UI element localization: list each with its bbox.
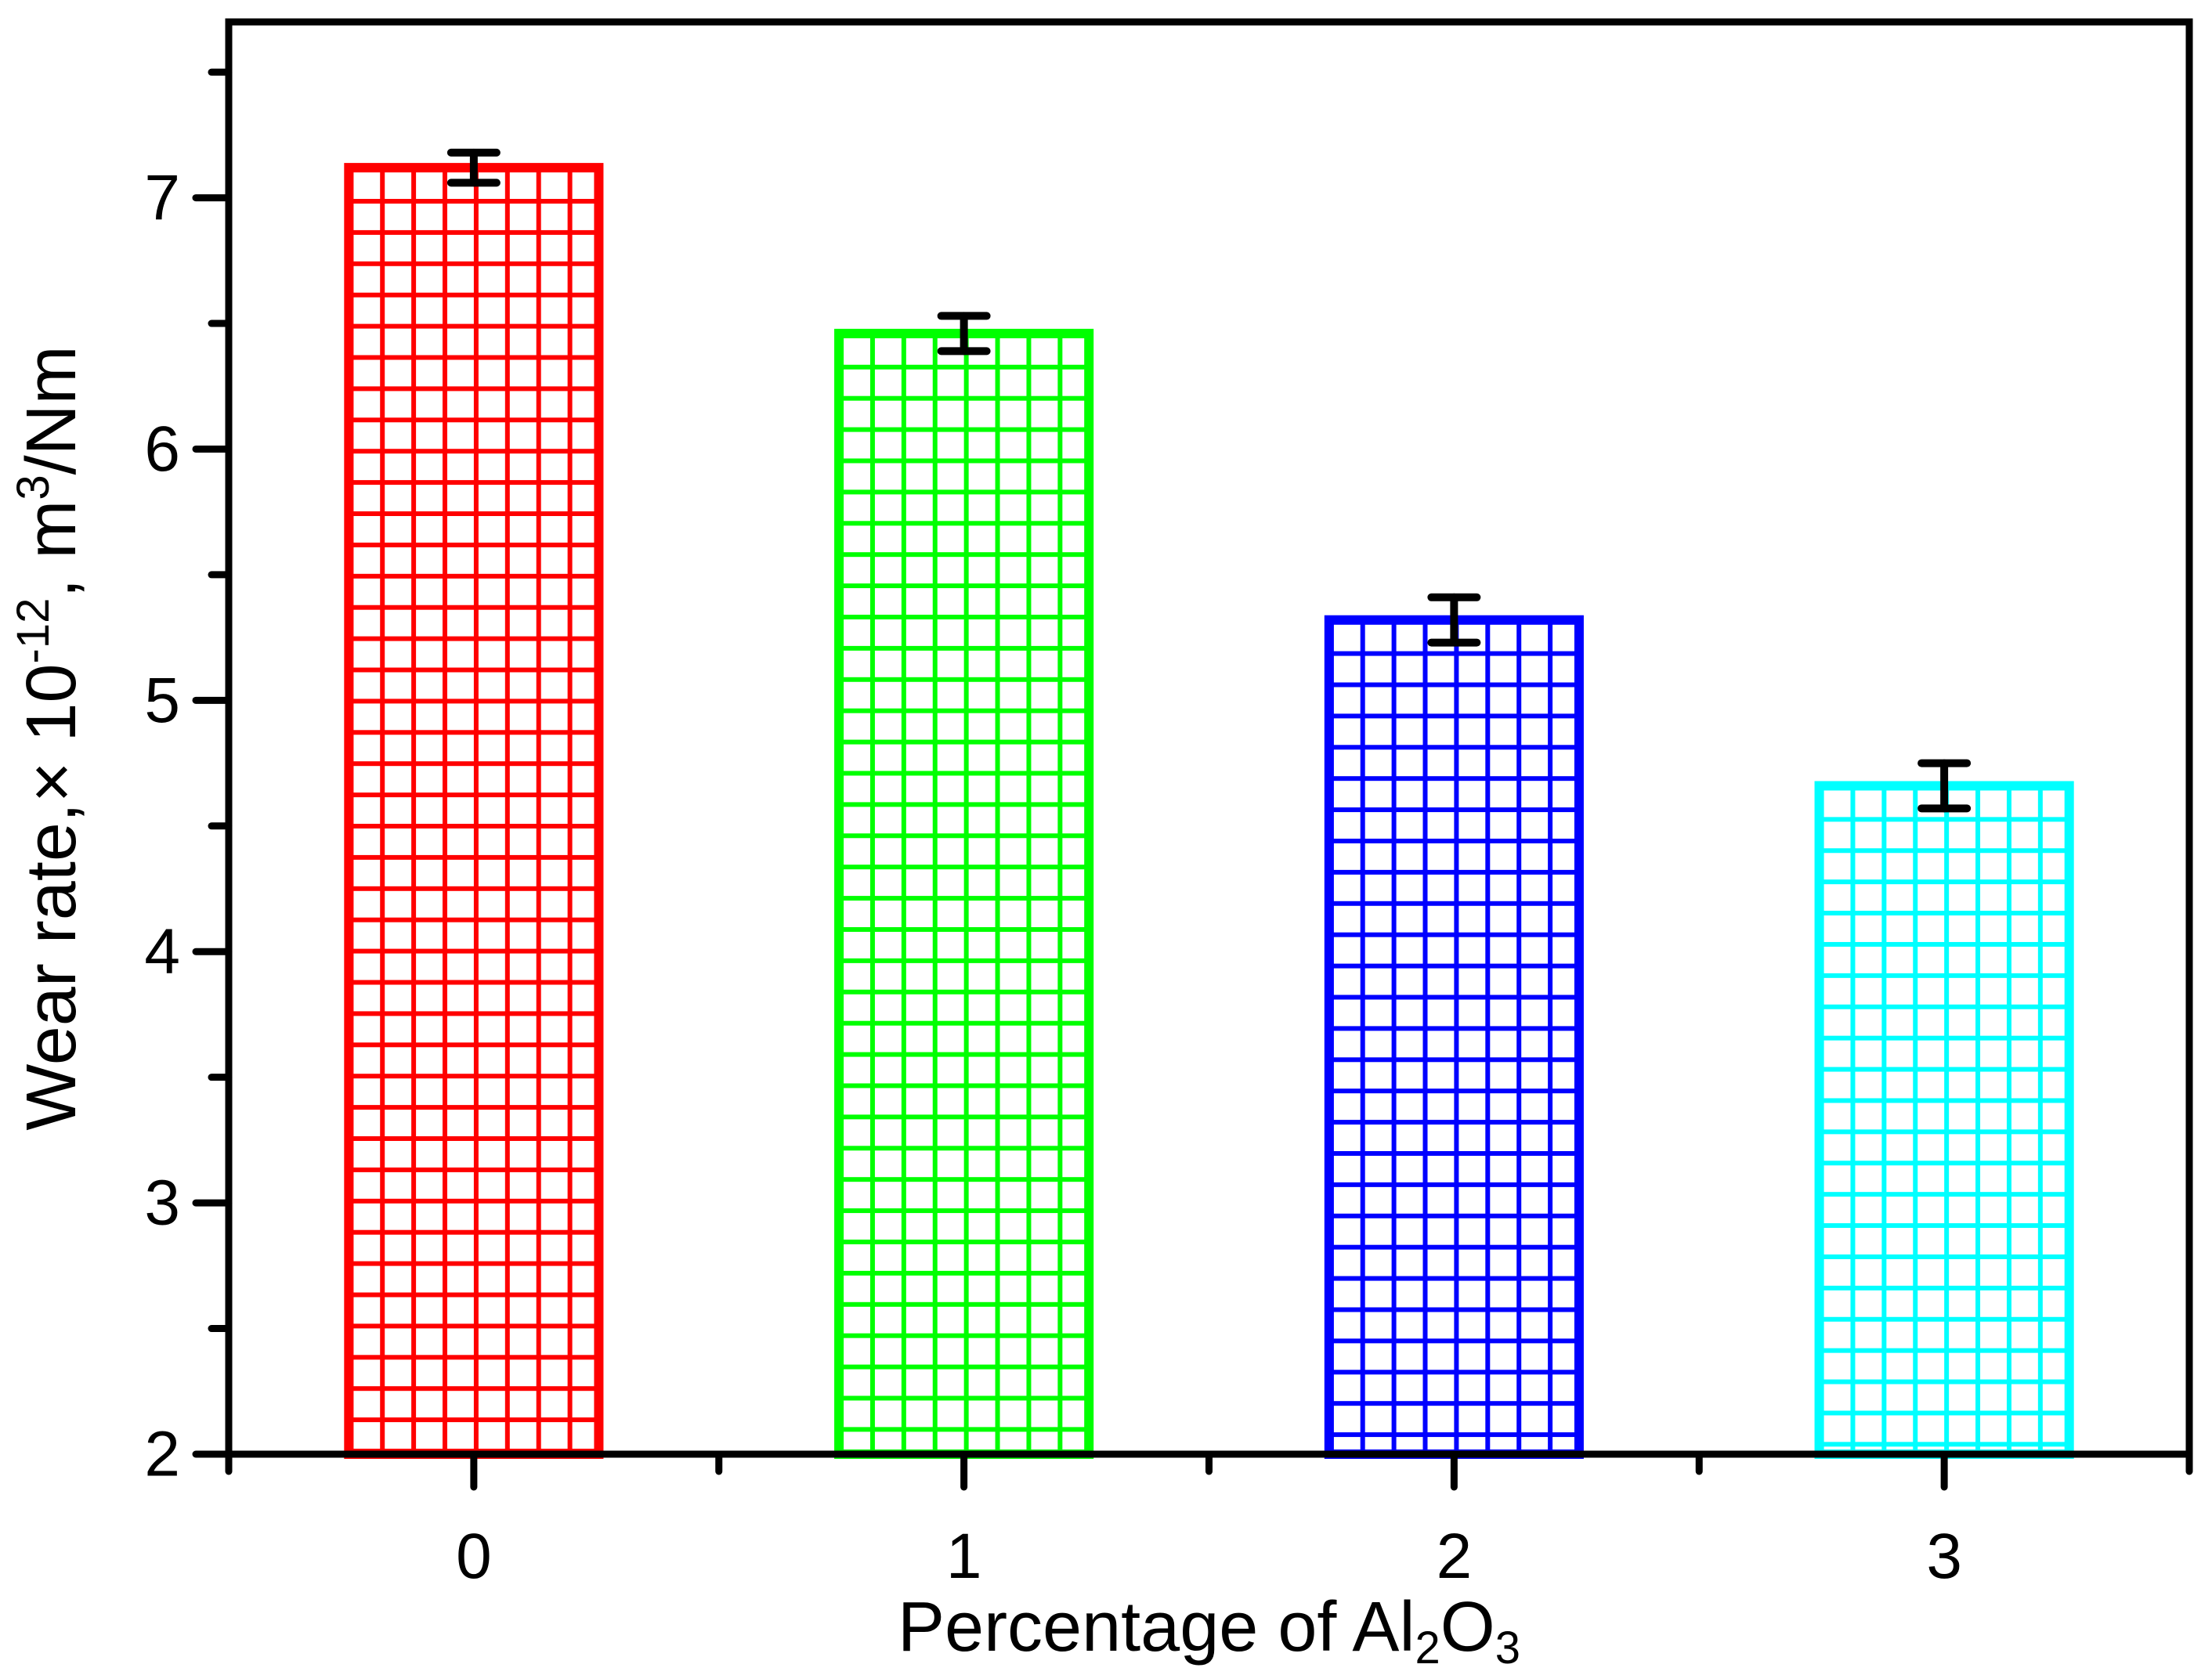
x-tick-label: 1 xyxy=(946,1521,982,1592)
bar-0 xyxy=(344,163,604,1459)
y-tick-label: 4 xyxy=(144,916,180,987)
error-bar-2 xyxy=(1427,593,1481,647)
error-bars xyxy=(446,148,1972,813)
x-axis-title: Percentage of Al2O3 xyxy=(898,1588,1520,1673)
y-tick-labels: 2 3 4 5 6 7 xyxy=(144,162,180,1489)
y-tick-label: 3 xyxy=(144,1168,180,1239)
y-tick-label: 5 xyxy=(144,665,180,736)
bar-3 xyxy=(1814,781,2074,1459)
y-tick-label: 2 xyxy=(144,1419,180,1490)
x-tick-label: 0 xyxy=(456,1521,492,1592)
x-tick-label: 3 xyxy=(1926,1521,1962,1592)
x-tick-label: 2 xyxy=(1437,1521,1473,1592)
error-bar-1 xyxy=(937,312,991,356)
error-bar-3 xyxy=(1917,759,1972,813)
y-tick-label: 7 xyxy=(144,162,180,233)
y-axis-title: Wear rate,× 10-12, m3/Nm xyxy=(8,345,91,1130)
axis-ticks xyxy=(192,68,2193,1491)
error-bar-0 xyxy=(446,148,501,187)
x-tick-labels: 0 1 2 3 xyxy=(456,1521,1962,1592)
y-tick-label: 6 xyxy=(144,413,180,485)
bar-2 xyxy=(1324,615,1584,1459)
bar-1 xyxy=(834,328,1094,1460)
